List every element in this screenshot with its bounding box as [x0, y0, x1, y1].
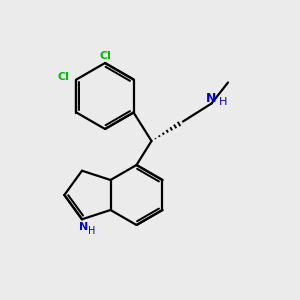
- Text: N: N: [79, 222, 88, 232]
- Text: Cl: Cl: [99, 51, 111, 62]
- Text: N: N: [206, 92, 217, 105]
- Text: H: H: [88, 226, 95, 236]
- Text: H: H: [219, 97, 227, 107]
- Text: Cl: Cl: [58, 71, 70, 82]
